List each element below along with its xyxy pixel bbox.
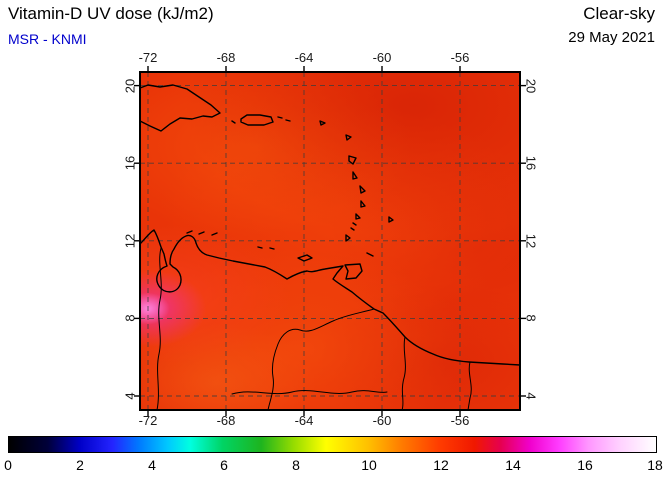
colorbar-tick-label: 2 bbox=[76, 457, 84, 473]
page-title: Vitamin-D UV dose (kJ/m2) bbox=[8, 4, 214, 23]
lon-tick-label-bottom: -72 bbox=[138, 413, 158, 428]
colorbar-tick-label: 0 bbox=[4, 457, 12, 473]
source-label: MSR - KNMI bbox=[8, 31, 87, 47]
colorbar-tick-label: 10 bbox=[361, 457, 377, 473]
colorbar-tick-label: 16 bbox=[577, 457, 593, 473]
colorbar-tick-label: 6 bbox=[220, 457, 228, 473]
lon-tick-label-bottom: -68 bbox=[216, 413, 236, 428]
lon-tick-label-top: -56 bbox=[450, 50, 470, 65]
map-frame bbox=[139, 71, 521, 411]
lon-tick-label-top: -60 bbox=[372, 50, 392, 65]
colorbar-tick-label: 18 bbox=[647, 457, 663, 473]
colorbar bbox=[8, 436, 657, 453]
lon-tick-label-bottom: -60 bbox=[372, 413, 392, 428]
date-label: 29 May 2021 bbox=[568, 29, 655, 46]
coastlines bbox=[139, 84, 521, 411]
map-overlay bbox=[134, 66, 526, 416]
colorbar-tick-label: 4 bbox=[148, 457, 156, 473]
lon-tick-label-top: -64 bbox=[294, 50, 314, 65]
colorbar-tick-label: 12 bbox=[433, 457, 449, 473]
lon-tick-label-top: -68 bbox=[216, 50, 236, 65]
lon-tick-label-top: -72 bbox=[138, 50, 158, 65]
lon-tick-label-bottom: -64 bbox=[294, 413, 314, 428]
graticule-grid bbox=[140, 72, 520, 410]
colorbar-tick-label: 14 bbox=[505, 457, 521, 473]
lon-tick-label-bottom: -56 bbox=[450, 413, 470, 428]
colorbar-tick-label: 8 bbox=[292, 457, 300, 473]
condition-label: Clear-sky bbox=[583, 4, 655, 23]
